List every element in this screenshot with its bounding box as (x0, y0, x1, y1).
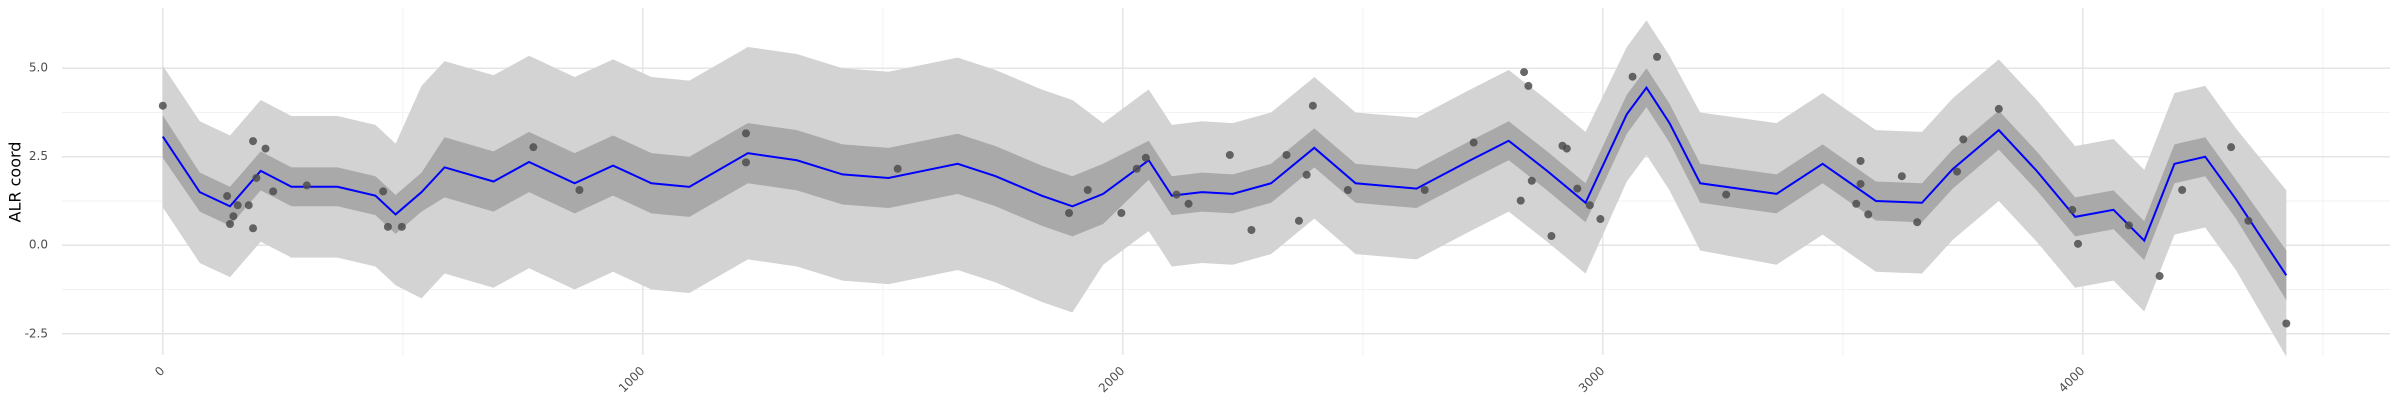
data-point (233, 201, 242, 210)
data-point (1596, 215, 1605, 224)
data-point (379, 187, 388, 196)
data-point (1653, 52, 1662, 61)
data-point (1953, 167, 1962, 176)
y-tick-label: 2.5 (29, 149, 48, 163)
data-point (229, 212, 238, 221)
data-point (1225, 150, 1234, 159)
data-point (1852, 199, 1861, 208)
data-point (1184, 199, 1193, 208)
data-point (1420, 185, 1429, 194)
x-tick-label: 4000 (2056, 364, 2087, 395)
data-point (223, 192, 232, 201)
data-point (158, 101, 167, 110)
inner-band (162, 68, 2287, 301)
data-point (397, 222, 406, 231)
data-point (1897, 172, 1906, 181)
data-point (2282, 319, 2291, 328)
data-point (893, 164, 902, 173)
data-point (1294, 216, 1303, 225)
data-point (1959, 135, 1968, 144)
mean-line (161, 85, 2288, 276)
data-point (1585, 201, 1594, 210)
data-point (1628, 72, 1637, 81)
data-point (1117, 209, 1126, 218)
data-point (1520, 68, 1529, 77)
data-point (1302, 170, 1311, 179)
data-point (249, 224, 258, 233)
data-point (1172, 190, 1181, 199)
data-point (261, 144, 270, 153)
data-point (529, 143, 538, 152)
data-point (2227, 143, 2236, 152)
data-point (1065, 209, 1074, 218)
data-point (1132, 164, 1141, 173)
data-point (1527, 176, 1536, 185)
data-point (1864, 210, 1873, 219)
y-tick-label: 5.0 (29, 61, 48, 75)
data-point (1516, 196, 1525, 205)
y-tick-label: 0.0 (29, 238, 48, 252)
data-point (383, 222, 392, 231)
data-point (302, 181, 311, 190)
data-point (2074, 239, 2082, 248)
data-point (1141, 153, 1150, 162)
data-point (1247, 226, 1256, 235)
data-point (575, 185, 584, 194)
data-point (2068, 205, 2077, 214)
data-point (1573, 184, 1582, 193)
data-point (1547, 232, 1556, 241)
data-point (1856, 156, 1865, 165)
data-point (1524, 81, 1533, 90)
x-tick-label: 2000 (1096, 364, 1127, 395)
data-point (742, 158, 750, 167)
data-point (226, 219, 234, 228)
data-point (1722, 190, 1731, 199)
data-point (2178, 185, 2187, 194)
data-point (1282, 150, 1291, 159)
data-point (244, 201, 253, 210)
data-point (2244, 216, 2253, 225)
y-tick-label: -2.5 (25, 326, 48, 340)
data-point (249, 137, 258, 146)
x-tick-label: 3000 (1576, 364, 1607, 395)
data-point (1856, 179, 1865, 188)
data-point (1469, 138, 1478, 147)
data-point (1562, 144, 1571, 153)
data-point (252, 173, 261, 182)
x-tick-label: 1000 (616, 364, 647, 395)
data-point (269, 187, 278, 196)
x-tick-label: 0 (152, 364, 167, 379)
data-point (2124, 221, 2133, 230)
data-point (2155, 272, 2164, 281)
data-point (1994, 104, 2003, 113)
y-axis-title: ALR coord (6, 142, 25, 223)
data-point (1913, 218, 1922, 227)
data-point (1083, 185, 1092, 194)
data-point (1343, 185, 1352, 194)
data-point (742, 129, 750, 138)
data-point (1308, 101, 1317, 110)
